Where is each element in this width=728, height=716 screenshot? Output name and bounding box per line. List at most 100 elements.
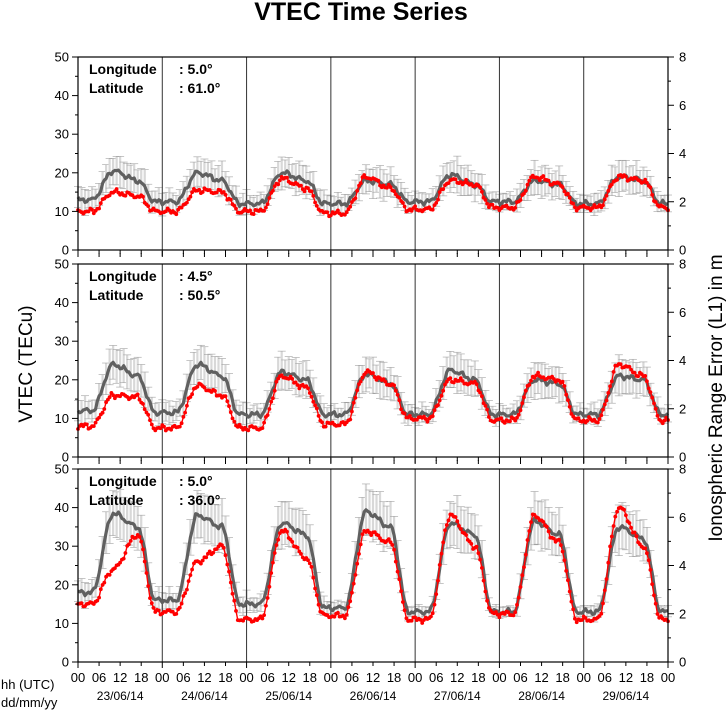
- measured-point: [645, 180, 649, 185]
- measured-point: [262, 613, 266, 617]
- measured-point: [329, 213, 333, 218]
- measured-point: [185, 403, 189, 408]
- measured-point: [567, 404, 572, 409]
- measured-point: [397, 398, 402, 403]
- measured-point: [458, 376, 463, 381]
- hour-tick-label: 18: [471, 670, 485, 685]
- measured-point: [306, 558, 310, 563]
- measured-point: [474, 382, 479, 386]
- hour-tick-label: 00: [155, 670, 169, 685]
- hour-tick-label: 00: [71, 670, 85, 685]
- measured-point: [483, 403, 488, 408]
- measured-point: [604, 577, 609, 581]
- series-measured-points: [76, 362, 670, 433]
- measured-point: [274, 379, 279, 384]
- measured-point: [655, 612, 660, 616]
- measured-point: [518, 408, 523, 413]
- measured-point: [265, 202, 270, 207]
- measured-point: [595, 420, 600, 425]
- measured-point: [228, 580, 233, 585]
- measured-point: [276, 182, 281, 187]
- y-tick-label: 0: [62, 655, 69, 670]
- measured-point: [585, 419, 590, 423]
- measured-point: [195, 384, 200, 389]
- measured-point: [313, 200, 317, 205]
- hour-tick-label: 06: [513, 670, 527, 685]
- measured-point: [186, 579, 191, 583]
- measured-point: [643, 177, 648, 182]
- measured-point: [483, 198, 488, 202]
- measured-point: [91, 424, 96, 428]
- measured-point: [276, 537, 281, 542]
- measured-point: [211, 550, 216, 555]
- measured-point: [374, 377, 379, 382]
- measured-point: [200, 190, 205, 194]
- measured-point: [311, 575, 316, 580]
- measured-point: [200, 558, 205, 563]
- y2-tick-label: 8: [679, 50, 686, 65]
- measured-point: [566, 578, 570, 583]
- measured-point: [513, 610, 518, 615]
- measured-point: [525, 538, 530, 542]
- latitude-value: : 50.5°: [179, 287, 220, 303]
- date-label: 26/06/14: [350, 689, 397, 703]
- measured-point: [432, 408, 437, 413]
- measured-point: [177, 424, 182, 429]
- measured-point: [278, 178, 282, 183]
- measured-point: [606, 189, 611, 193]
- measured-point: [102, 580, 107, 585]
- measured-point: [458, 527, 463, 531]
- measured-point: [457, 524, 461, 528]
- measured-point: [265, 596, 270, 600]
- measured-point: [522, 565, 526, 569]
- panel-bottom: 0 10 20 30 40 50 0 2 4 6 8 Longitude: 5.0° Latitude:…: [55, 462, 687, 670]
- hour-tick-label: 12: [450, 670, 464, 685]
- y2-tick-label: 4: [679, 558, 686, 573]
- measured-point: [645, 551, 649, 556]
- measured-point: [95, 598, 100, 603]
- measured-point: [174, 212, 179, 217]
- measured-point: [151, 606, 156, 610]
- y-axis-left: 0 10 20 30 40 50: [55, 50, 78, 258]
- measured-point: [234, 609, 238, 613]
- hour-tick-label: 12: [113, 670, 127, 685]
- measured-point: [123, 193, 128, 198]
- measured-point: [271, 396, 275, 401]
- y-tick-label: 40: [55, 500, 69, 515]
- measured-point: [348, 599, 353, 604]
- measured-point: [306, 186, 310, 191]
- measured-point: [314, 204, 319, 208]
- measured-point: [615, 509, 619, 514]
- measured-point: [546, 178, 551, 183]
- measured-point: [541, 174, 546, 178]
- measured-point: [478, 557, 482, 562]
- measured-point: [650, 582, 655, 586]
- measured-point: [601, 203, 605, 208]
- measured-point: [350, 409, 354, 414]
- measured-point: [181, 594, 186, 598]
- y2-tick-label: 2: [679, 606, 686, 621]
- measured-point: [309, 189, 314, 194]
- measured-point: [369, 533, 374, 537]
- measured-point: [409, 209, 414, 213]
- measured-point: [527, 529, 532, 533]
- measured-point: [516, 595, 521, 600]
- measured-point: [232, 419, 237, 424]
- measured-point: [453, 177, 458, 182]
- hour-tick-label: 12: [197, 670, 211, 685]
- measured-point: [221, 545, 226, 550]
- measured-point: [609, 379, 614, 384]
- longitude-value: : 4.5°: [179, 268, 213, 284]
- measured-point: [221, 190, 226, 194]
- measured-point: [655, 413, 660, 418]
- date-label: 24/06/14: [181, 689, 228, 703]
- chart-title: VTEC Time Series: [254, 0, 468, 26]
- measured-point: [230, 591, 235, 596]
- measured-point: [474, 544, 479, 549]
- measured-point: [223, 553, 228, 558]
- measured-point: [141, 194, 145, 199]
- latitude-value: : 36.0°: [179, 492, 220, 508]
- measured-point: [469, 541, 474, 546]
- x-axis-label-time: hh (UTC): [1, 677, 54, 692]
